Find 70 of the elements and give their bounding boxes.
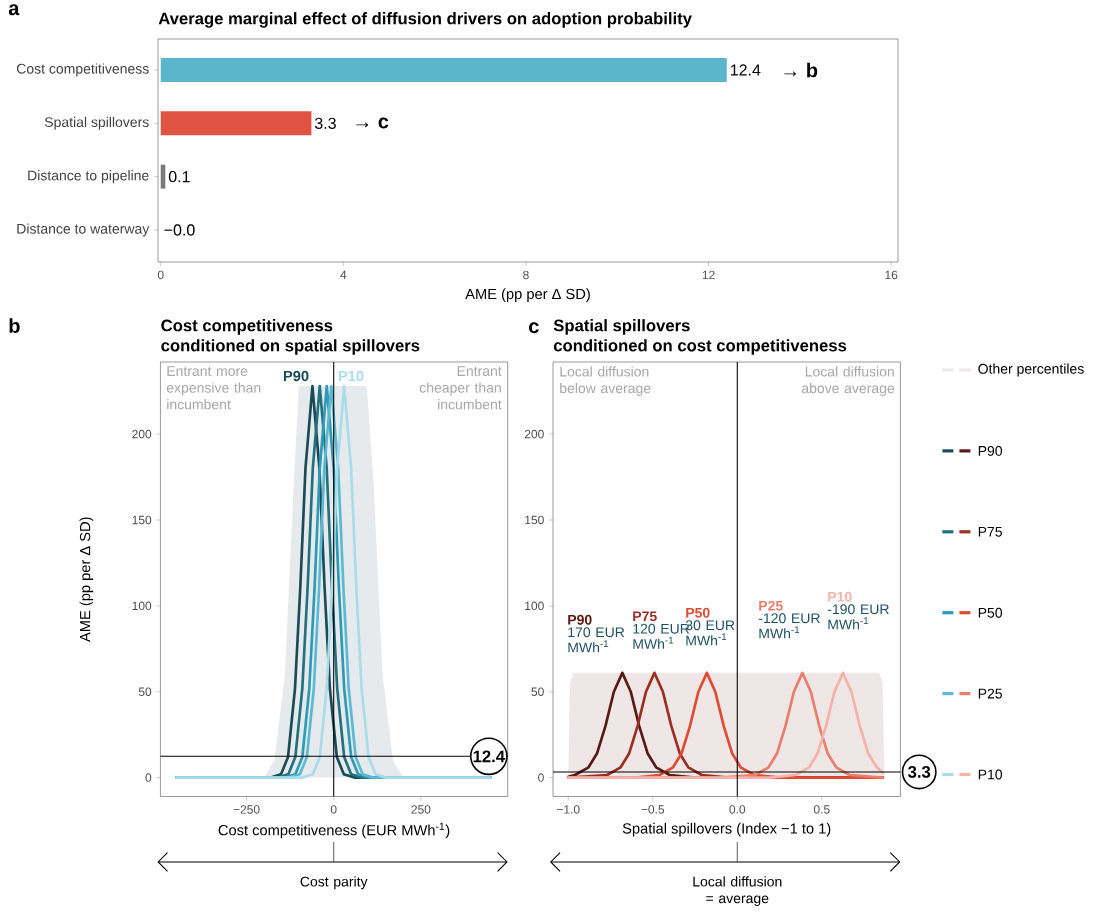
y-tick-label: 150 xyxy=(132,515,152,525)
annotation: 170 EUR MWh$^{-1}$ xyxy=(568,627,625,653)
y-tick-label: 150 xyxy=(525,515,544,525)
annotation: -190 EUR MWh$^{-1}$ xyxy=(827,604,889,630)
legend-label: P90 xyxy=(978,445,1003,456)
chart-title: Spatial spillovers xyxy=(553,319,690,335)
x-tick-label: 12 xyxy=(702,270,715,280)
legend-label: P10 xyxy=(978,769,1003,780)
x-tick-label: 0.0 xyxy=(729,805,746,814)
y-tick-label: 200 xyxy=(132,429,152,439)
chart-title: Average marginal effect of diffusion drivers on adoption probability xyxy=(158,12,692,28)
x-tick-label: −250 xyxy=(233,805,260,814)
text: P25 xyxy=(759,600,783,611)
x-axis-title: AME (pp per Δ SD) xyxy=(465,288,590,303)
y-tick-label: 100 xyxy=(525,601,544,611)
x-tick-label: 250 xyxy=(411,805,431,814)
x-tick-label: −0.5 xyxy=(641,805,665,814)
data-label: 12.4 xyxy=(730,64,761,76)
annotation: Entrant cheaper than incumbent xyxy=(419,366,502,410)
y-tick-label: 50 xyxy=(138,687,152,696)
x-tick-label: 8 xyxy=(523,270,529,280)
chart-subtitle: conditioned on cost competitiveness xyxy=(553,339,847,355)
text: P90 xyxy=(568,614,592,625)
y-tick-label: 50 xyxy=(531,687,544,696)
data-label: 0.1 xyxy=(168,170,190,183)
y-tick-label: Cost competitiveness xyxy=(16,63,149,77)
bar xyxy=(160,57,727,82)
annotation: -120 EUR MWh$^{-1}$ xyxy=(758,613,820,639)
annotation: → c xyxy=(356,117,389,129)
y-tick-label: 0 xyxy=(538,773,544,782)
text: b xyxy=(9,318,20,333)
bar xyxy=(160,111,312,136)
y-tick-label: Distance to pipeline xyxy=(28,170,149,184)
y-tick-label: Distance to waterway xyxy=(17,223,150,237)
x-axis-title: Spatial spillovers (Index −1 to 1) xyxy=(622,822,831,837)
annotation: → b xyxy=(784,62,818,78)
data-label: 3.3 xyxy=(314,117,336,129)
x-axis-title: Cost competitiveness (EUR MWh$^{-1}$) xyxy=(218,822,450,839)
y-tick-label: 0 xyxy=(145,773,152,782)
chart-title: Cost competitiveness xyxy=(161,319,333,335)
x-tick-label: 0 xyxy=(157,270,164,280)
data-label: −0.0 xyxy=(164,224,195,236)
annotation: Entrant more expensive than incumbent xyxy=(166,366,261,410)
text: c xyxy=(529,322,539,334)
annotation: P90 xyxy=(283,370,309,382)
chart-subtitle: conditioned on spatial spillovers xyxy=(161,339,420,355)
y-tick-label: 200 xyxy=(524,429,544,439)
legend-label: P75 xyxy=(978,526,1002,537)
text: Cost parity xyxy=(300,876,368,890)
x-tick-label: 0.5 xyxy=(813,805,830,814)
annotation: P10 xyxy=(338,370,364,382)
text: a xyxy=(8,4,20,16)
x-tick-label: 16 xyxy=(885,270,898,280)
legend-label: Other percentiles xyxy=(978,363,1084,377)
legend-label: P50 xyxy=(978,607,1003,618)
text: P75 xyxy=(633,611,657,622)
y-tick-label: 100 xyxy=(132,601,152,611)
ref-line-label: 12.4 xyxy=(473,750,505,763)
ref-line-label: 3.3 xyxy=(908,766,931,778)
legend-label: P25 xyxy=(978,688,1002,699)
annotation: Local diffusion above average xyxy=(801,366,895,396)
x-tick-label: −1.0 xyxy=(556,805,580,814)
annotation: Local diffusion below average xyxy=(560,366,651,396)
y-axis-title: AME (pp per Δ SD) xyxy=(79,517,94,642)
text: P50 xyxy=(686,607,710,618)
x-tick-label: 0 xyxy=(330,805,337,814)
x-tick-label: 4 xyxy=(340,270,347,279)
y-tick-label: Spatial spillovers xyxy=(44,116,149,130)
text: P10 xyxy=(828,591,852,602)
text: Local diffusion = average xyxy=(693,876,782,906)
